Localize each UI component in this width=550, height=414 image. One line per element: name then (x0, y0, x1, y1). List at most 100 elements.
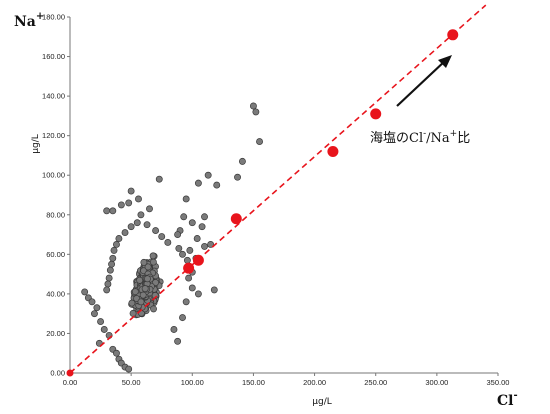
x-tick-label: 300.00 (425, 378, 448, 387)
gray-data-point (103, 286, 111, 294)
gray-data-point (144, 263, 152, 271)
gray-data-point (194, 179, 202, 187)
gray-data-point (149, 258, 157, 266)
x-tick-label: 0.00 (63, 378, 78, 387)
gray-data-point (113, 349, 120, 357)
gray-data-point (188, 284, 196, 292)
gray-data-point (146, 205, 153, 213)
gray-data-point (182, 195, 190, 203)
y-tick-label: 20.00 (46, 329, 65, 338)
gray-data-point (139, 291, 147, 299)
gray-data-point (158, 233, 166, 240)
gray-data-point (105, 274, 113, 282)
gray-data-point (100, 326, 108, 333)
gray-data-point (137, 211, 145, 219)
gray-data-point (188, 219, 196, 227)
seawater-ratio-line (69, 4, 487, 374)
gray-data-point (133, 219, 141, 227)
trend-arrow (396, 55, 452, 107)
gray-data-point (234, 173, 241, 181)
gray-data-point (174, 337, 182, 345)
gray-data-point (128, 299, 136, 307)
gray-data-point (170, 326, 178, 333)
gray-data-point (129, 309, 137, 317)
y-tick-label: 180.00 (42, 13, 65, 22)
gray-data-point (135, 195, 142, 203)
gray-data-point (179, 250, 186, 258)
gray-data-point (141, 285, 149, 293)
gray-data-point (91, 310, 98, 318)
x-tick-label: 150.00 (242, 378, 265, 387)
gray-data-point (131, 288, 139, 296)
y-tick-label: 160.00 (42, 52, 65, 61)
gray-data-point (249, 102, 257, 110)
gray-data-point (175, 244, 183, 252)
gray-data-point (125, 365, 133, 373)
tick-labels: 0.00 20.00 40.00 60.00 80.00 100.00 120.00 140.… (42, 13, 509, 388)
seawater-ratio-annotation: 海塩のCl-/Na+比 (370, 129, 470, 146)
red-data-point (370, 108, 382, 120)
gray-data-point (115, 235, 123, 242)
gray-data-point (201, 242, 208, 250)
gray-data-point (143, 221, 151, 229)
gray-data-point (252, 108, 260, 116)
y-axis-label: μg/L (31, 134, 41, 154)
gray-data-point (193, 235, 201, 242)
y-tick-label: 120.00 (42, 131, 65, 140)
gray-data-point (256, 138, 263, 146)
gray-data-point (140, 258, 148, 266)
gray-data-point (164, 239, 172, 246)
gray-data-point (213, 181, 221, 189)
gray-data-point (144, 275, 151, 283)
red-data-point (66, 369, 74, 377)
gray-data-point (136, 276, 144, 284)
gray-data-point (125, 199, 133, 207)
red-data-point (192, 254, 204, 266)
y-tick-label: 140.00 (42, 92, 65, 101)
gray-data-point (186, 246, 194, 254)
gray-data-point (121, 229, 129, 237)
gray-data-point (109, 207, 117, 215)
gray-data-point (127, 223, 135, 231)
gray-data-point (108, 260, 116, 268)
gray-data-point (238, 157, 246, 165)
gray-data-point (106, 266, 114, 274)
gray-scatter-series (81, 102, 263, 373)
x-tick-label: 200.00 (303, 378, 326, 387)
gray-data-point (127, 187, 135, 195)
gray-data-point (109, 254, 117, 262)
gray-data-point (182, 298, 190, 306)
gray-data-point (103, 207, 111, 215)
gray-data-point (113, 240, 120, 248)
gray-data-point (117, 201, 125, 209)
gray-data-point (137, 298, 145, 306)
gray-data-point (207, 240, 215, 248)
x-axis-label: μg/L (312, 397, 332, 407)
y-tick-label: 0.00 (50, 369, 65, 378)
x-tick-label: 350.00 (487, 378, 510, 387)
gray-data-point (88, 298, 96, 306)
gray-data-point (201, 213, 208, 221)
gray-data-point (155, 175, 163, 183)
gray-data-point (152, 227, 160, 235)
gray-data-point (93, 304, 101, 312)
x-tick-label: 250.00 (364, 378, 387, 387)
x-tick-label: 50.00 (122, 378, 141, 387)
gray-data-point (149, 252, 157, 260)
y-tick-label: 80.00 (46, 210, 65, 219)
gray-data-point (97, 318, 105, 326)
gray-data-point (179, 314, 186, 322)
y-tick-label: 60.00 (46, 250, 65, 259)
gray-data-point (174, 231, 182, 239)
gray-data-point (194, 290, 202, 298)
y-ion-label: Na+ (14, 11, 44, 30)
x-tick-label: 100.00 (181, 378, 204, 387)
red-scatter-series (66, 29, 459, 377)
red-data-point (183, 262, 195, 274)
gray-data-point (185, 274, 193, 282)
gray-data-point (210, 286, 218, 294)
gray-data-point (198, 223, 206, 231)
gray-data-point (150, 305, 157, 313)
